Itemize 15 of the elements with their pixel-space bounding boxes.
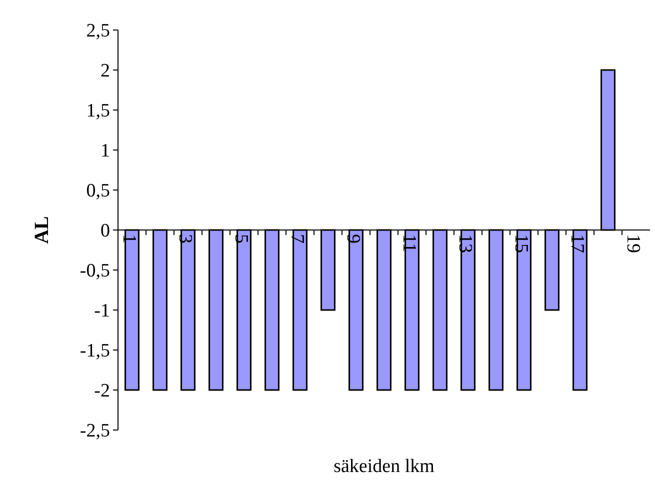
y-tick-label: 0	[100, 220, 110, 242]
x-tick-label: 7	[286, 234, 308, 244]
y-tick-label: 1,5	[86, 100, 110, 122]
x-tick-label: 19	[622, 234, 644, 253]
x-axis-title: säkeiden lkm	[334, 456, 435, 477]
y-tick-label: -1,5	[80, 340, 110, 362]
y-tick-label: -1	[94, 300, 110, 322]
y-tick-label: 2,5	[86, 20, 110, 42]
y-tick-label: -2,5	[80, 420, 110, 442]
y-tick-label: 1	[100, 140, 110, 162]
y-tick-label: 2	[100, 60, 110, 82]
y-axis-title: AL	[31, 216, 53, 244]
y-tick-label: 0,5	[86, 180, 110, 202]
y-tick-label: -2	[94, 380, 110, 402]
y-tick-label: -0,5	[80, 260, 110, 282]
